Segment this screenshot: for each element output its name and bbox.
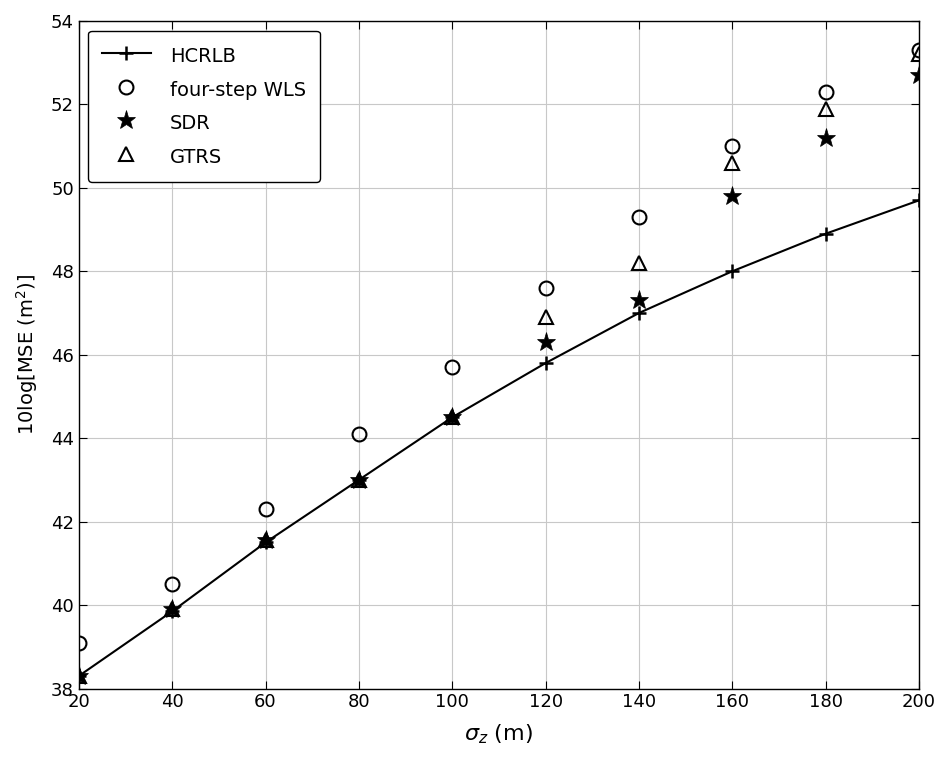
GTRS: [820, 104, 831, 113]
SDR: [727, 192, 738, 201]
SDR: [353, 475, 365, 484]
four-step WLS: [820, 87, 831, 97]
four-step WLS: [166, 580, 178, 589]
GTRS: [446, 413, 458, 422]
HCRLB: [259, 538, 271, 547]
GTRS: [540, 312, 551, 321]
GTRS: [353, 475, 365, 484]
four-step WLS: [913, 46, 924, 55]
Line: GTRS: GTRS: [72, 47, 926, 683]
four-step WLS: [446, 363, 458, 372]
GTRS: [166, 605, 178, 614]
four-step WLS: [540, 283, 551, 293]
GTRS: [727, 158, 738, 167]
four-step WLS: [634, 213, 645, 222]
GTRS: [913, 49, 924, 59]
HCRLB: [727, 267, 738, 276]
X-axis label: $\sigma_z$ (m): $\sigma_z$ (m): [465, 723, 534, 746]
four-step WLS: [259, 505, 271, 514]
SDR: [166, 605, 178, 614]
HCRLB: [913, 196, 924, 205]
SDR: [820, 133, 831, 142]
HCRLB: [166, 606, 178, 616]
Line: SDR: SDR: [69, 65, 929, 686]
four-step WLS: [73, 638, 85, 648]
four-step WLS: [727, 141, 738, 150]
GTRS: [73, 672, 85, 681]
HCRLB: [820, 230, 831, 239]
GTRS: [259, 536, 271, 545]
SDR: [446, 413, 458, 422]
SDR: [540, 337, 551, 347]
SDR: [73, 672, 85, 681]
Line: HCRLB: HCRLB: [72, 193, 926, 683]
HCRLB: [540, 359, 551, 368]
Legend: HCRLB, four-step WLS, SDR, GTRS: HCRLB, four-step WLS, SDR, GTRS: [88, 30, 320, 182]
HCRLB: [353, 475, 365, 484]
Y-axis label: 10log[MSE (m$^2$)]: 10log[MSE (m$^2$)]: [14, 274, 40, 435]
SDR: [913, 71, 924, 80]
SDR: [259, 536, 271, 545]
GTRS: [634, 258, 645, 268]
HCRLB: [446, 413, 458, 422]
SDR: [634, 296, 645, 305]
HCRLB: [634, 309, 645, 318]
HCRLB: [73, 672, 85, 681]
Line: four-step WLS: four-step WLS: [72, 43, 926, 650]
four-step WLS: [353, 429, 365, 439]
